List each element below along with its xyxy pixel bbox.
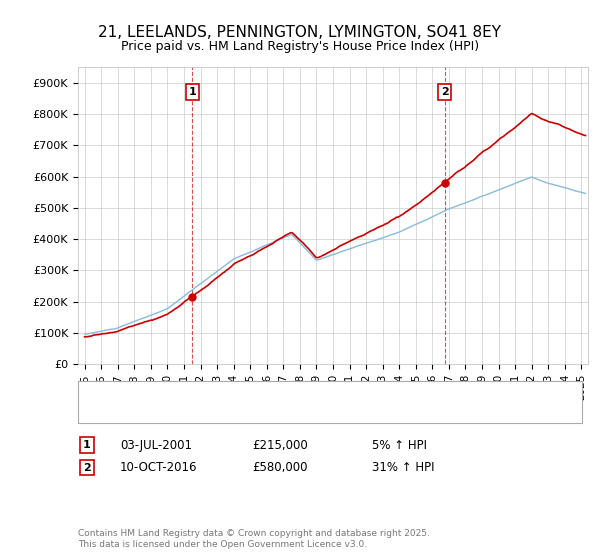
Text: 03-JUL-2001: 03-JUL-2001 [120,438,192,452]
Text: 2: 2 [441,87,449,97]
Text: £215,000: £215,000 [252,438,308,452]
Text: Contains HM Land Registry data © Crown copyright and database right 2025.
This d: Contains HM Land Registry data © Crown c… [78,529,430,549]
Text: HPI: Average price, detached house, New Forest: HPI: Average price, detached house, New … [120,406,371,416]
Text: £580,000: £580,000 [252,461,308,474]
Text: 31% ↑ HPI: 31% ↑ HPI [372,461,434,474]
Text: 21, LEELANDS, PENNINGTON, LYMINGTON, SO41 8EY (detached house): 21, LEELANDS, PENNINGTON, LYMINGTON, SO4… [120,388,489,398]
Text: 21, LEELANDS, PENNINGTON, LYMINGTON, SO41 8EY: 21, LEELANDS, PENNINGTON, LYMINGTON, SO4… [98,25,502,40]
Text: Price paid vs. HM Land Registry's House Price Index (HPI): Price paid vs. HM Land Registry's House … [121,40,479,53]
Text: 1: 1 [188,87,196,97]
Text: 1: 1 [83,440,91,450]
Text: 10-OCT-2016: 10-OCT-2016 [120,461,197,474]
Text: 5% ↑ HPI: 5% ↑ HPI [372,438,427,452]
Text: 2: 2 [83,463,91,473]
